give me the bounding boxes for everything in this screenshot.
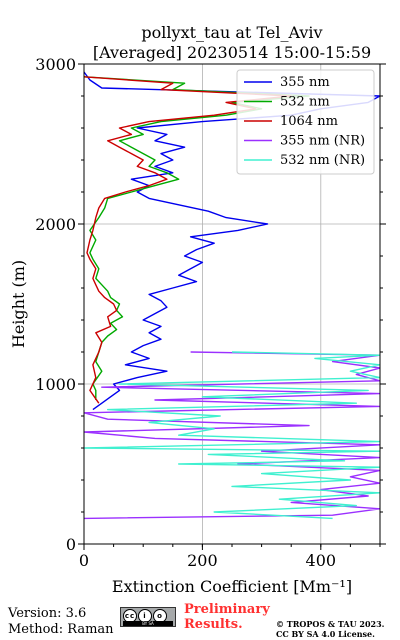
x-tick-label-0: 0: [79, 551, 89, 570]
series-line-3: [84, 351, 380, 520]
lidar-profile-chart: pollyxt_tau at Tel_Aviv [Averaged] 20230…: [9, 23, 386, 596]
method-text: Method: Raman: [8, 622, 114, 637]
y-tick-label-3: 3000: [35, 55, 76, 74]
x-tick-label-1: 200: [187, 551, 218, 570]
legend-label-0: 355 nm: [280, 75, 330, 90]
legend-box: [236, 69, 375, 175]
legend: 355 nm 532 nm 1064 nm 355 nm (NR) 532 nm (NR…: [236, 69, 375, 175]
preliminary-line-2: Results.: [184, 617, 243, 632]
x-tick-label-2: 400: [306, 551, 337, 570]
legend-label-4: 532 nm (NR): [280, 153, 365, 168]
series-line-0: [84, 71, 380, 411]
legend-label-1: 532 nm: [280, 95, 330, 110]
y-tick-label-2: 2000: [35, 215, 76, 234]
legend-label-3: 355 nm (NR): [280, 134, 365, 149]
cc-license-badge: cc i o BY SA: [120, 607, 176, 627]
y-axis-label: Height (m): [9, 260, 28, 348]
chart-title: pollyxt_tau at Tel_Aviv: [141, 23, 322, 42]
series-line-2: [84, 76, 292, 404]
axis-ticks: 0 200 400 0 1000 2000 3000: [35, 55, 386, 570]
copyright-notice: © TROPOS & TAU 2023. CC BY SA 4.0 Licens…: [276, 619, 384, 639]
series-line-4: [84, 351, 380, 520]
legend-label-2: 1064 nm: [280, 114, 338, 129]
series-lines: [84, 71, 380, 520]
cc-badge-text: BY SA: [123, 621, 173, 626]
copyright-line-2: CC BY SA 4.0 License.: [276, 629, 375, 639]
y-tick-label-1: 1000: [35, 375, 76, 394]
preliminary-notice: Preliminary Results.: [184, 602, 270, 632]
chart-subtitle: [Averaged] 20230514 15:00-15:59: [93, 43, 371, 62]
version-info: Version: 3.6 Method: Raman: [8, 606, 114, 638]
x-axis-label: Extinction Coefficient [Mm⁻¹]: [112, 577, 352, 596]
preliminary-line-1: Preliminary: [184, 602, 270, 617]
y-tick-label-0: 0: [66, 535, 76, 554]
copyright-line-1: © TROPOS & TAU 2023.: [276, 619, 385, 629]
version-text: Version: 3.6: [8, 606, 87, 621]
